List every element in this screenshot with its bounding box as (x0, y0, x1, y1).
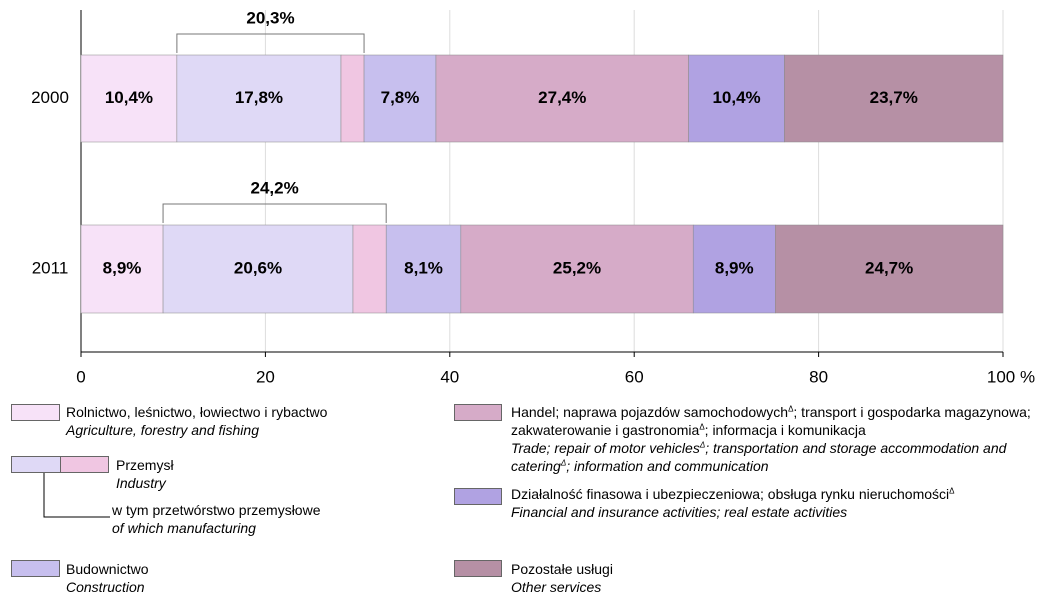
data-label: 8,9% (715, 258, 754, 277)
bar-segment (363, 54, 437, 143)
bar-segment (460, 224, 694, 314)
legend-label: w tym przetwórstwo przemysłowe (112, 502, 321, 518)
legend-label: Budownictwo (66, 561, 149, 577)
bar-segment (435, 54, 689, 143)
legend-text: Budownictwo Construction (66, 560, 366, 593)
bracket (176, 33, 365, 53)
legend-label: Działalność finasowa i ubezpieczeniowa; … (511, 486, 955, 502)
bar-segment (688, 54, 785, 143)
data-label: 23,7% (870, 88, 918, 107)
x-tick-label: 40 (440, 367, 459, 386)
legend-label-en: of which manufacturing (112, 520, 256, 536)
legend-label-en: Trade; repair of motor vehiclesΔ; transp… (511, 440, 1007, 474)
x-tick-label: 80 (809, 367, 828, 386)
legend-text: Działalność finasowa i ubezpieczeniowa; … (511, 485, 1036, 521)
bracket-label: 20,3% (246, 8, 294, 27)
legend-swatch (60, 456, 109, 473)
legend-text: Przemysł Industry (116, 456, 416, 492)
legend-label: Handel; naprawa pojazdów samochodowychΔ;… (511, 404, 1031, 438)
bracket-label: 24,2% (251, 178, 299, 197)
legend-text: w tym przetwórstwo przemysłowe of which m… (112, 501, 432, 537)
legend-text: Handel; naprawa pojazdów samochodowychΔ;… (511, 403, 1036, 475)
data-label: 8,1% (404, 258, 443, 277)
bar-segment (340, 54, 365, 143)
bar-segment (352, 224, 387, 314)
x-tick-label: 60 (625, 367, 644, 386)
bar-segment (162, 224, 354, 314)
legend-label-en: Financial and insurance activities; real… (511, 504, 848, 520)
bar-segment (80, 224, 164, 314)
data-label: 25,2% (553, 258, 601, 277)
legend-text: Rolnictwo, leśnictwo, łowiectwo i rybact… (66, 403, 446, 439)
data-label: 27,4% (538, 88, 586, 107)
legend-swatch (454, 404, 502, 421)
data-label: 10,4% (105, 88, 153, 107)
x-tick-label: 100 % (987, 367, 1035, 386)
data-label: 17,8% (235, 88, 283, 107)
legend-swatch (11, 404, 60, 421)
bar-segment (385, 224, 462, 314)
data-label: 7,8% (381, 88, 420, 107)
bar-segment (80, 54, 178, 143)
x-tick-label: 0 (76, 367, 85, 386)
data-label: 10,4% (712, 88, 760, 107)
data-label: 8,9% (103, 258, 142, 277)
legend-label: Pozostałe usługi (511, 561, 613, 577)
legend-label: Rolnictwo, leśnictwo, łowiectwo i rybact… (66, 404, 328, 420)
legend-label-en: Other services (511, 579, 602, 593)
bar-segment (692, 224, 776, 314)
x-tick-label: 20 (256, 367, 275, 386)
legend-label-en: Construction (66, 579, 145, 593)
legend-swatch (11, 560, 60, 577)
y-tick-label: 2000 (31, 88, 69, 107)
legend-label-en: Agriculture, forestry and fishing (66, 422, 259, 438)
legend-swatch (454, 488, 502, 505)
legend-label-en: Industry (116, 475, 166, 491)
legend-text: Pozostałe usługi Other services (511, 560, 911, 593)
legend-connector (43, 473, 110, 518)
legend-swatch (454, 560, 502, 577)
y-tick-label: 2011 (32, 258, 69, 277)
legend-label: Przemysł (116, 457, 174, 473)
chart: 0 20 40 60 80 100 % 2000 10,4% 17,8% 7,8% 27,4% 10,… (31, 8, 1035, 386)
bracket (162, 203, 387, 223)
bar-segment (775, 224, 1004, 314)
data-label: 24,7% (865, 258, 913, 277)
bar-segment (784, 54, 1004, 143)
data-label: 20,6% (234, 258, 282, 277)
